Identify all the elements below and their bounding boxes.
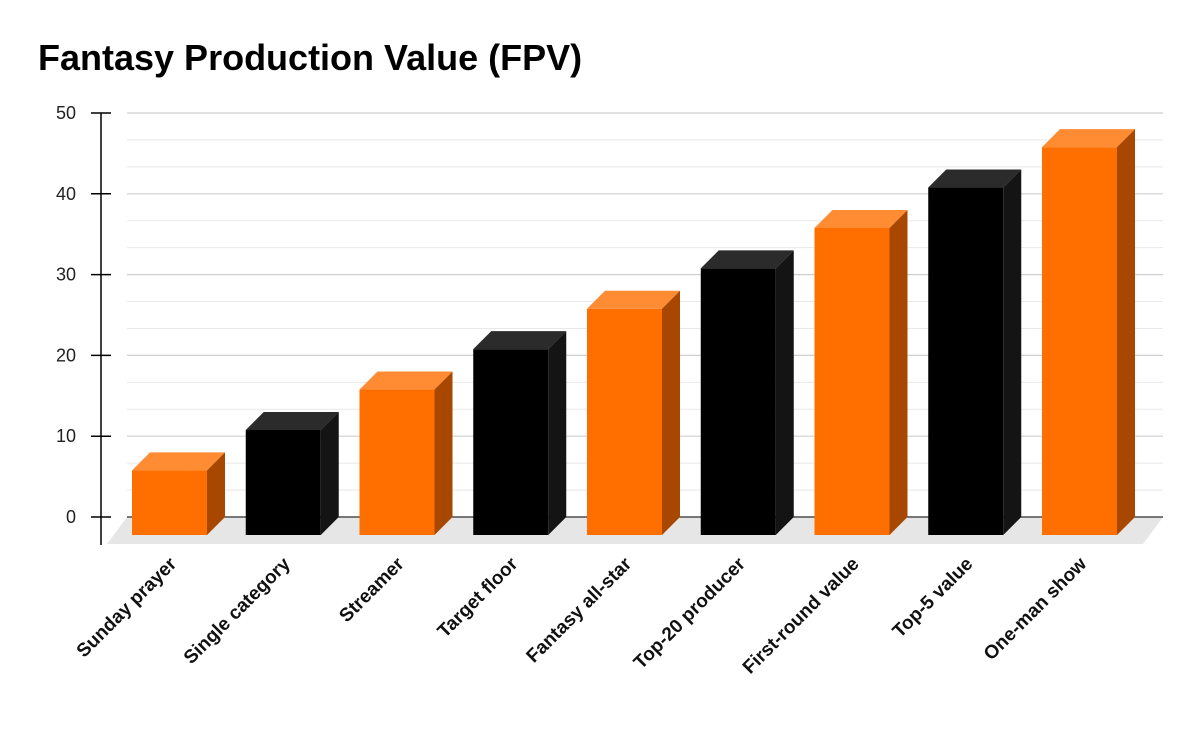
bar-top	[132, 452, 225, 471]
category-label: Single category	[180, 553, 295, 668]
y-tick-label: 10	[56, 426, 76, 446]
category-label: One-man show	[980, 554, 1091, 665]
bar-front	[245, 429, 321, 535]
y-tick-label: 0	[66, 507, 76, 527]
y-tick-label: 30	[56, 265, 76, 285]
category-label: Sunday prayer	[73, 553, 182, 662]
bar-side	[320, 411, 339, 535]
bar-top	[245, 411, 339, 430]
bar-front	[928, 187, 1004, 535]
bar-front	[1042, 147, 1117, 535]
bar-side	[889, 209, 908, 535]
category-label: Streamer	[335, 553, 409, 627]
category-label: Target floor	[434, 553, 523, 642]
bar-front	[359, 389, 435, 535]
y-tick-labels: 0 10 20 30 40 50	[56, 103, 76, 527]
bar-side	[662, 290, 680, 535]
bar	[700, 250, 794, 536]
bar-front	[587, 308, 662, 535]
bar	[359, 371, 453, 535]
category-label: First-round value	[739, 554, 864, 679]
bar	[245, 411, 339, 535]
bar-side	[548, 331, 567, 535]
bar-top	[1042, 129, 1135, 148]
category-label: Fantasy all-star	[523, 553, 637, 667]
y-tick-label: 50	[56, 103, 76, 123]
bar-top	[473, 331, 567, 350]
bar	[473, 331, 567, 535]
bar	[132, 452, 225, 535]
y-tick-label: 40	[56, 184, 76, 204]
bar-front	[132, 470, 207, 535]
bar-top	[814, 209, 908, 228]
bar-side	[1003, 169, 1022, 535]
bar	[928, 169, 1022, 535]
y-tick-label: 20	[56, 345, 76, 365]
bar-top	[359, 371, 453, 390]
bar	[814, 209, 908, 535]
bar-side	[775, 250, 794, 536]
bar	[1042, 129, 1135, 535]
bar-top	[700, 250, 794, 269]
bar-side	[207, 452, 225, 535]
category-label: Top-20 producer	[630, 553, 750, 673]
bar-top	[928, 169, 1022, 188]
bar-side	[1117, 129, 1135, 535]
bar	[587, 290, 680, 535]
category-label: Top-5 value	[889, 554, 978, 643]
bar-front	[814, 227, 890, 535]
bar-front	[473, 349, 549, 535]
chart-title: Fantasy Production Value (FPV)	[38, 37, 582, 78]
bar-front	[700, 268, 776, 535]
y-axis	[91, 112, 111, 545]
bar-side	[434, 371, 453, 535]
bar-top	[587, 290, 680, 309]
bars	[132, 129, 1135, 536]
